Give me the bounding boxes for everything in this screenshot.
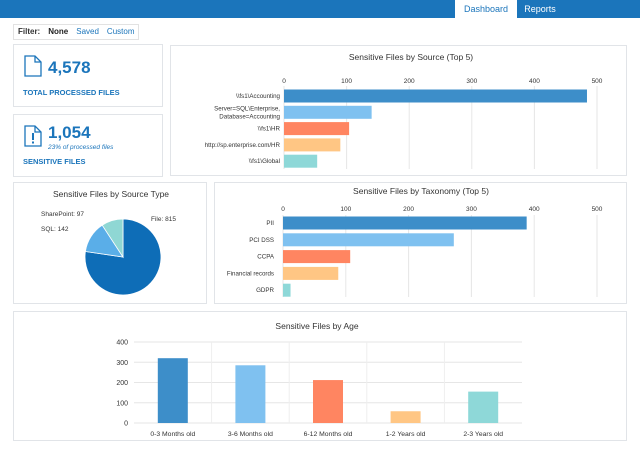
bar-financial-records [283, 266, 339, 280]
category-label: PII [266, 220, 274, 227]
bar-1-2-years-old [390, 411, 421, 423]
chart-title: Sensitive Files by Source (Top 5) [349, 52, 473, 62]
chart-panel-taxonomy: Sensitive Files by Taxonomy (Top 5) 0 100 2… [214, 182, 627, 304]
bar-fs1-accounting [284, 89, 587, 103]
pie-label: SQL: 142 [41, 226, 69, 233]
category-label: 2-3 Years old [463, 431, 503, 438]
x-tick-label: 200 [404, 78, 415, 85]
filter-bar: Filter: None Saved Custom [13, 24, 140, 40]
tab-dashboard[interactable]: Dashboard [455, 0, 517, 18]
filter-option-saved[interactable]: Saved [76, 27, 99, 36]
chart-title: Sensitive Files by Age [275, 321, 358, 331]
category-label: CCPA [257, 254, 275, 261]
x-tick-label: 0 [282, 78, 286, 85]
bar-0-3-months-old [157, 358, 188, 423]
x-tick-label: 400 [529, 78, 540, 85]
category-label: 6-12 Months old [304, 431, 353, 438]
kpi-processed-card: 4,578 TOTAL PROCESSED FILES [13, 44, 163, 107]
x-tick-label: 100 [340, 206, 351, 213]
filter-label: Filter: [18, 27, 41, 36]
filter-option-custom[interactable]: Custom [106, 27, 135, 36]
category-label: 0-3 Months old [150, 431, 195, 438]
category-label: \\fs1\HR [258, 126, 281, 133]
chart-title: Sensitive Files by Taxonomy (Top 5) [353, 186, 489, 196]
y-tick-label: 0 [124, 421, 128, 428]
tab-reports[interactable]: Reports [524, 4, 556, 14]
x-tick-label: 400 [529, 206, 540, 213]
chart-taxonomy: Sensitive Files by Taxonomy (Top 5) 0 100 2… [227, 186, 603, 297]
category-label: 3-6 Months old [228, 431, 273, 438]
bar-fs1-global [284, 154, 318, 168]
y-tick-label: 200 [116, 380, 128, 387]
bar-2-3-years-old [468, 391, 499, 423]
x-tick-label: 200 [403, 206, 414, 213]
chart-panel-age: Sensitive Files by Age 0 100 200 300 400 0-3 M… [13, 311, 627, 441]
x-tick-label: 0 [281, 206, 285, 213]
bar-pii [283, 216, 527, 230]
category-label: \\fs1\Global [249, 158, 280, 165]
category-label: GDPR [256, 287, 274, 294]
category-label: \\fs1\Accounting [236, 93, 281, 100]
pie-label: File: 815 [151, 216, 176, 223]
chart-panel-source: Sensitive Files by Source (Top 5) 0 100 200… [170, 45, 627, 176]
bar-3-6-months-old [235, 365, 266, 423]
top-nav-bar: Dashboard Reports [0, 0, 640, 18]
chart-panel-type: Sensitive Files by Source Type File: 815 S… [13, 182, 207, 304]
kpi-sensitive-card: 1,054 23% of processed files SENSITIVE F… [13, 114, 163, 177]
bar-server-sql-enterprise-database-accounting [284, 105, 372, 119]
document-icon [24, 55, 42, 77]
category-label: Financial records [227, 270, 274, 277]
category-label: 1-2 Years old [386, 431, 426, 438]
document-alert-icon [24, 125, 42, 147]
x-tick-label: 300 [466, 78, 477, 85]
category-label: PCI DSS [249, 237, 274, 244]
pie-slice-sharepoint [101, 218, 124, 259]
category-label: Server=SQL\Enterprise, [214, 105, 280, 112]
filter-option-none[interactable]: None [48, 27, 69, 36]
chart-source: Sensitive Files by Source (Top 5) 0 100 200… [205, 52, 603, 169]
category-label: Database=Accounting [219, 113, 280, 120]
bar-http-sp-enterprise-com-hr [284, 138, 341, 152]
bar-gdpr [283, 283, 291, 297]
chart-type: Sensitive Files by Source Type File: 815 S… [41, 189, 176, 296]
x-tick-label: 500 [592, 206, 603, 213]
bar-ccpa [283, 250, 351, 264]
kpi-sensitive-label: SENSITIVE FILES [23, 157, 86, 166]
y-tick-label: 300 [116, 360, 128, 367]
bar-fs1-hr [284, 122, 350, 136]
pie-label: SharePoint: 97 [41, 211, 84, 218]
kpi-sensitive-value: 1,054 [48, 123, 91, 142]
chart-title: Sensitive Files by Source Type [53, 189, 169, 199]
y-tick-label: 100 [116, 400, 128, 407]
pie-slice-file [84, 218, 162, 296]
bar-6-12-months-old [313, 380, 343, 423]
x-tick-label: 500 [592, 78, 603, 85]
bar-pci-dss [283, 233, 454, 247]
kpi-processed-value: 4,578 [48, 58, 91, 77]
kpi-sensitive-subtext: 23% of processed files [48, 144, 114, 151]
category-label: http://sp.enterprise.com/HR [205, 142, 281, 149]
kpi-processed-label: TOTAL PROCESSED FILES [23, 88, 120, 97]
chart-age: Sensitive Files by Age 0 100 200 300 400 0-3 M… [116, 321, 522, 438]
x-tick-label: 100 [341, 78, 352, 85]
y-tick-label: 400 [116, 340, 128, 347]
x-tick-label: 300 [466, 206, 477, 213]
